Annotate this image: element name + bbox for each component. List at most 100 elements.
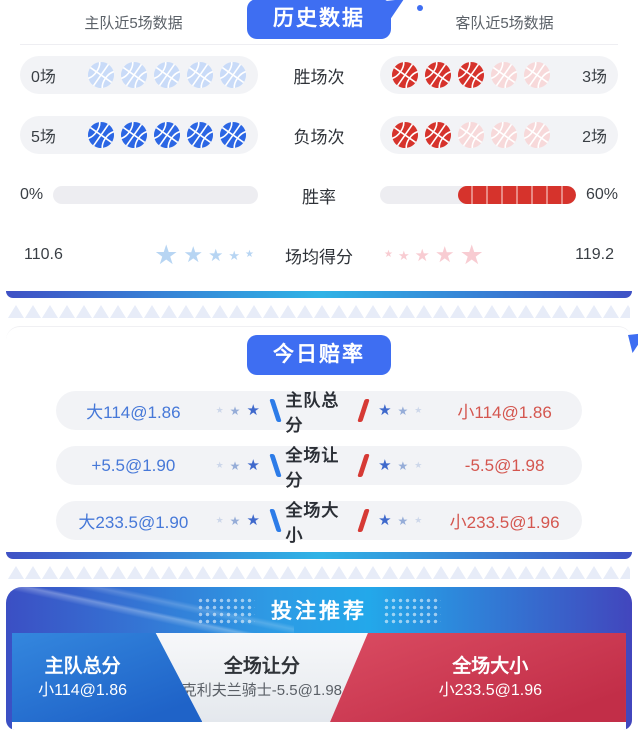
odds-market-label: 全场让分 [285,445,340,490]
basketball-icon [120,61,148,89]
odds-home-value: 大114@1.86 [86,403,181,422]
panel-title: 全场让分 [223,656,300,677]
zigzag-triangle-decor [603,305,619,318]
zigzag-triangle-decor [552,566,568,579]
zigzag-triangle-decor [42,305,58,318]
zigzag-triangle-decor [399,566,415,579]
star-icons-left: ★ ★ ★ [215,457,260,474]
zigzag-triangle-decor [416,566,432,579]
odds-away-value: 小114@1.86 [457,403,552,422]
panel-pick: 小233.5@1.96 [438,681,542,699]
home-wins-group: 0场 [20,56,258,94]
zigzag-triangle-decor [297,305,313,318]
star-icon: ★ [154,239,179,270]
star-icons-right: ★ ★ ★ [378,512,423,529]
stat-label-wins: 胜场次 [293,67,345,87]
away-recent-label: 客队近5场数据 [455,15,554,32]
star-icons-left: ★ ★ ★ [215,512,260,529]
zigzag-triangle-decor [110,566,126,579]
home-winrate-bar [53,186,258,204]
zigzag-triangle-decor [93,566,109,579]
away-avgpoints-value: 119.2 [575,246,614,263]
odds-home-value: +5.5@1.90 [91,455,176,475]
odds-row-spread[interactable]: +5.5@1.90 ★ ★ ★ 全场让分 ★ ★ ★ -5.5@1.98 [56,446,582,490]
history-header: 主队近5场数据 历史数据 客队近5场数据 [20,0,618,45]
zigzag-triangle-decor [280,566,296,579]
away-wins-group: 3场 [380,56,618,94]
star-icon: ★ [228,247,241,263]
recommend-body: 主队总分 小114@1.86 全场让分 克利夫兰骑士-5.5@1.98 全场大小… [12,633,626,730]
star-icons-right: ★ ★ ★ [378,402,423,419]
basketball-icon [186,121,214,149]
zigzag-separator [8,566,630,579]
home-losses-basketballs [87,121,247,149]
zigzag-triangle-decor [484,305,500,318]
zigzag-triangle-decor [620,305,630,318]
stat-row-winrate: 0% 胜率 60% [6,165,632,225]
zigzag-triangle-decor [569,305,585,318]
basketball-icon [523,121,551,149]
zigzag-triangle-decor [382,566,398,579]
zigzag-triangle-decor [76,305,92,318]
odds-row-over-under[interactable]: 大233.5@1.90 ★ ★ ★ 全场大小 ★ ★ ★ 小233.5@1.96 [56,501,582,545]
recommend-bottom-spacer [12,722,626,730]
recommend-panel-over-under[interactable]: 全场大小 小233.5@1.96 [330,633,626,722]
basketball-icon [490,121,518,149]
halftone-dots-decor [197,596,255,624]
zigzag-triangle-decor [569,566,585,579]
basketball-icon [219,121,247,149]
zigzag-triangle-decor [620,566,630,579]
home-avgpoints-group: 110.6 ★ ★ ★ ★ ★ [20,239,258,270]
star-icon: ★ [245,249,254,260]
zigzag-triangle-decor [348,305,364,318]
zigzag-triangle-decor [314,566,330,579]
odds-market-label: 全场大小 [285,500,340,545]
basketball-icon [120,121,148,149]
home-wins-basketballs [87,61,247,89]
basketball-icon [186,61,214,89]
zigzag-triangle-decor [450,305,466,318]
stat-row-avgpoints: 110.6 ★ ★ ★ ★ ★ 场均得分 ★ ★ ★ ★ ★ 119.2 [6,225,632,285]
zigzag-triangle-decor [110,305,126,318]
zigzag-triangle-decor [25,566,41,579]
zigzag-triangle-decor [212,566,228,579]
blue-slash-icon [269,399,282,422]
odds-away-value: 小233.5@1.96 [449,513,560,532]
recommend-panels: 主队总分 小114@1.86 全场让分 克利夫兰骑士-5.5@1.98 全场大小… [12,633,626,722]
basketball-icon [153,61,181,89]
away-winrate-bar [380,186,576,204]
zigzag-triangle-decor [399,305,415,318]
odds-row-total-points[interactable]: 大114@1.86 ★ ★ ★ 主队总分 ★ ★ ★ 小114@1.86 [56,391,582,435]
zigzag-triangle-decor [229,566,245,579]
star-icon: ★ [397,247,410,263]
away-avgpoints-stars: ★ ★ ★ ★ ★ [384,239,484,270]
recommend-section: 投注推荐 主队总分 小114@1.86 全场让分 克利夫兰骑士-5.5@1.98… [6,587,632,730]
zigzag-triangle-decor [8,305,24,318]
odds-badge: 今日赔率 [247,335,391,375]
zigzag-triangle-decor [518,566,534,579]
zigzag-triangle-decor [144,566,160,579]
recommend-title: 投注推荐 [271,600,367,623]
history-badge: 历史数据 [247,0,391,39]
card-bottom-edge-decor [6,291,632,298]
zigzag-triangle-decor [127,566,143,579]
home-avgpoints-stars: ★ ★ ★ ★ ★ [154,239,254,270]
basketball-icon [457,61,485,89]
star-icon: ★ [459,239,484,270]
away-losses-basketballs [391,121,551,149]
star-icon: ★ [384,249,393,260]
basketball-icon [391,61,419,89]
zigzag-triangle-decor [297,566,313,579]
zigzag-triangle-decor [501,566,517,579]
zigzag-triangle-decor [331,305,347,318]
odds-home-value: 大233.5@1.90 [78,513,189,532]
stat-row-wins: 0场 胜场次 3场 [6,45,632,105]
red-slash-icon [356,509,369,532]
zigzag-triangle-decor [144,305,160,318]
zigzag-triangle-decor [8,566,24,579]
zigzag-triangle-decor [280,305,296,318]
home-losses-value: 5场 [31,129,56,146]
card-bottom-edge-decor [6,552,632,559]
away-losses-value: 2场 [582,129,607,146]
zigzag-triangle-decor [467,305,483,318]
